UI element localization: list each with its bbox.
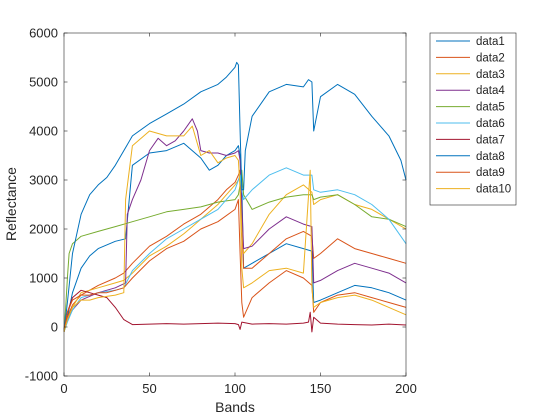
- legend-label-data5: data5: [476, 102, 505, 114]
- series-layer: [63, 61, 407, 333]
- tick-layer: 0 50 100 150 200-100001000200030004000500060…: [25, 26, 417, 397]
- series-line-data2: [63, 169, 407, 333]
- legend-box: [429, 32, 517, 206]
- series-line-data4: [63, 118, 407, 333]
- legend-label-data10: data10: [476, 184, 511, 196]
- legend-label-data8: data8: [476, 151, 505, 163]
- legend-label-data2: data2: [476, 52, 505, 64]
- legend-label-data1: data1: [476, 36, 505, 48]
- legend-label-data7: data7: [476, 134, 505, 146]
- series-line-data1: [63, 142, 407, 333]
- x-tick-label: 200: [395, 381, 417, 396]
- series-line-data3: [63, 174, 407, 333]
- x-tick-label: 150: [310, 381, 332, 396]
- y-tick-label: -1000: [25, 369, 58, 384]
- x-axis-label: Bands: [215, 399, 255, 415]
- y-axis-label: Reflectance: [3, 167, 19, 241]
- y-tick-label: 4000: [29, 124, 58, 139]
- y-tick-label: 3000: [29, 173, 58, 188]
- y-tick-label: 6000: [29, 26, 58, 41]
- series-line-data9: [63, 199, 407, 332]
- series-line-data8: [63, 61, 407, 332]
- y-tick-label: 5000: [29, 75, 58, 90]
- y-tick-label: 1000: [29, 271, 58, 286]
- legend-label-data9: data9: [476, 167, 505, 179]
- legend-label-data6: data6: [476, 118, 505, 130]
- series-line-data5: [63, 169, 407, 332]
- y-tick-label: 2000: [29, 222, 58, 237]
- legend: data1 data2 data3 data4 data5 data6 data7 data8…: [429, 32, 517, 206]
- y-tick-label: 0: [51, 320, 58, 335]
- x-tick-label: 0: [60, 381, 67, 396]
- x-tick-label: 50: [142, 381, 156, 396]
- plot-area: [64, 33, 406, 376]
- series-line-data7: [63, 289, 407, 333]
- legend-label-data4: data4: [476, 85, 505, 97]
- legend-label-data3: data3: [476, 69, 505, 81]
- x-tick-label: 100: [224, 381, 246, 396]
- series-line-data10: [63, 125, 407, 333]
